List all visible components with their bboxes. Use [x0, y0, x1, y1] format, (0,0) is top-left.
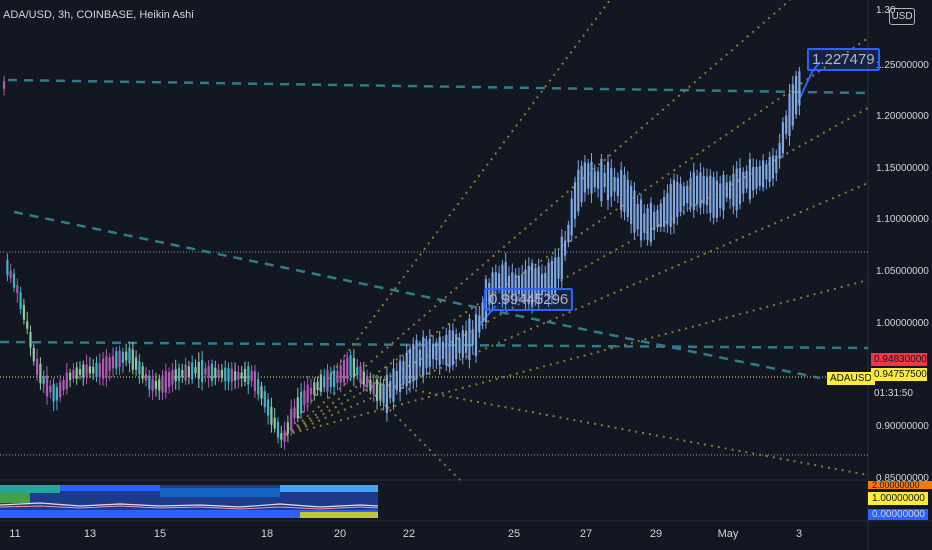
price-tick: 0.85000000	[876, 473, 929, 484]
time-tick: 18	[260, 528, 274, 540]
time-tick: 22	[402, 528, 416, 540]
price-tick: 1.30	[876, 5, 896, 16]
time-tick: 29	[649, 528, 663, 540]
time-tick: 3	[795, 528, 803, 540]
level-price-label: 0.94830000	[871, 353, 927, 366]
indicator-pane[interactable]	[0, 485, 379, 518]
time-tick: 11	[9, 528, 21, 540]
time-tick: 13	[83, 528, 97, 540]
price-tick: 1.15000000	[876, 163, 929, 174]
chart-title: ADA/USD, 3h, COINBASE, Heikin Ashi	[3, 9, 194, 21]
price-callout[interactable]: 0.99445296	[484, 288, 574, 311]
price-tick: 0.90000000	[876, 421, 929, 432]
indicator-mid-label: 1.00000000	[868, 492, 928, 505]
price-callout[interactable]: 1.227479	[807, 48, 880, 71]
price-tick: 1.05000000	[876, 266, 929, 277]
price-tick: 1.10000000	[876, 214, 929, 225]
price-tick: 1.20000000	[876, 111, 929, 122]
price-tick: 1.00000000	[876, 318, 929, 329]
time-tick: 27	[579, 528, 593, 540]
symbol-label: ADAUSD	[827, 372, 875, 385]
time-tick: 15	[153, 528, 167, 540]
candles-series[interactable]	[3, 66, 801, 450]
bar-countdown: 01:31:50	[871, 387, 927, 400]
currency-button[interactable]: USD	[889, 8, 915, 25]
time-tick: May	[717, 528, 739, 540]
price-tick: 1.25000000	[876, 60, 929, 71]
indicator-top-label: 2.00000000	[868, 481, 932, 489]
trendlines[interactable]	[0, 78, 869, 380]
current-price-label: 0.94757500	[871, 368, 927, 381]
time-tick: 20	[333, 528, 347, 540]
fib-fan[interactable]	[285, 0, 869, 481]
indicator-low-label: 0.00000000	[868, 509, 928, 520]
time-tick: 25	[507, 528, 521, 540]
